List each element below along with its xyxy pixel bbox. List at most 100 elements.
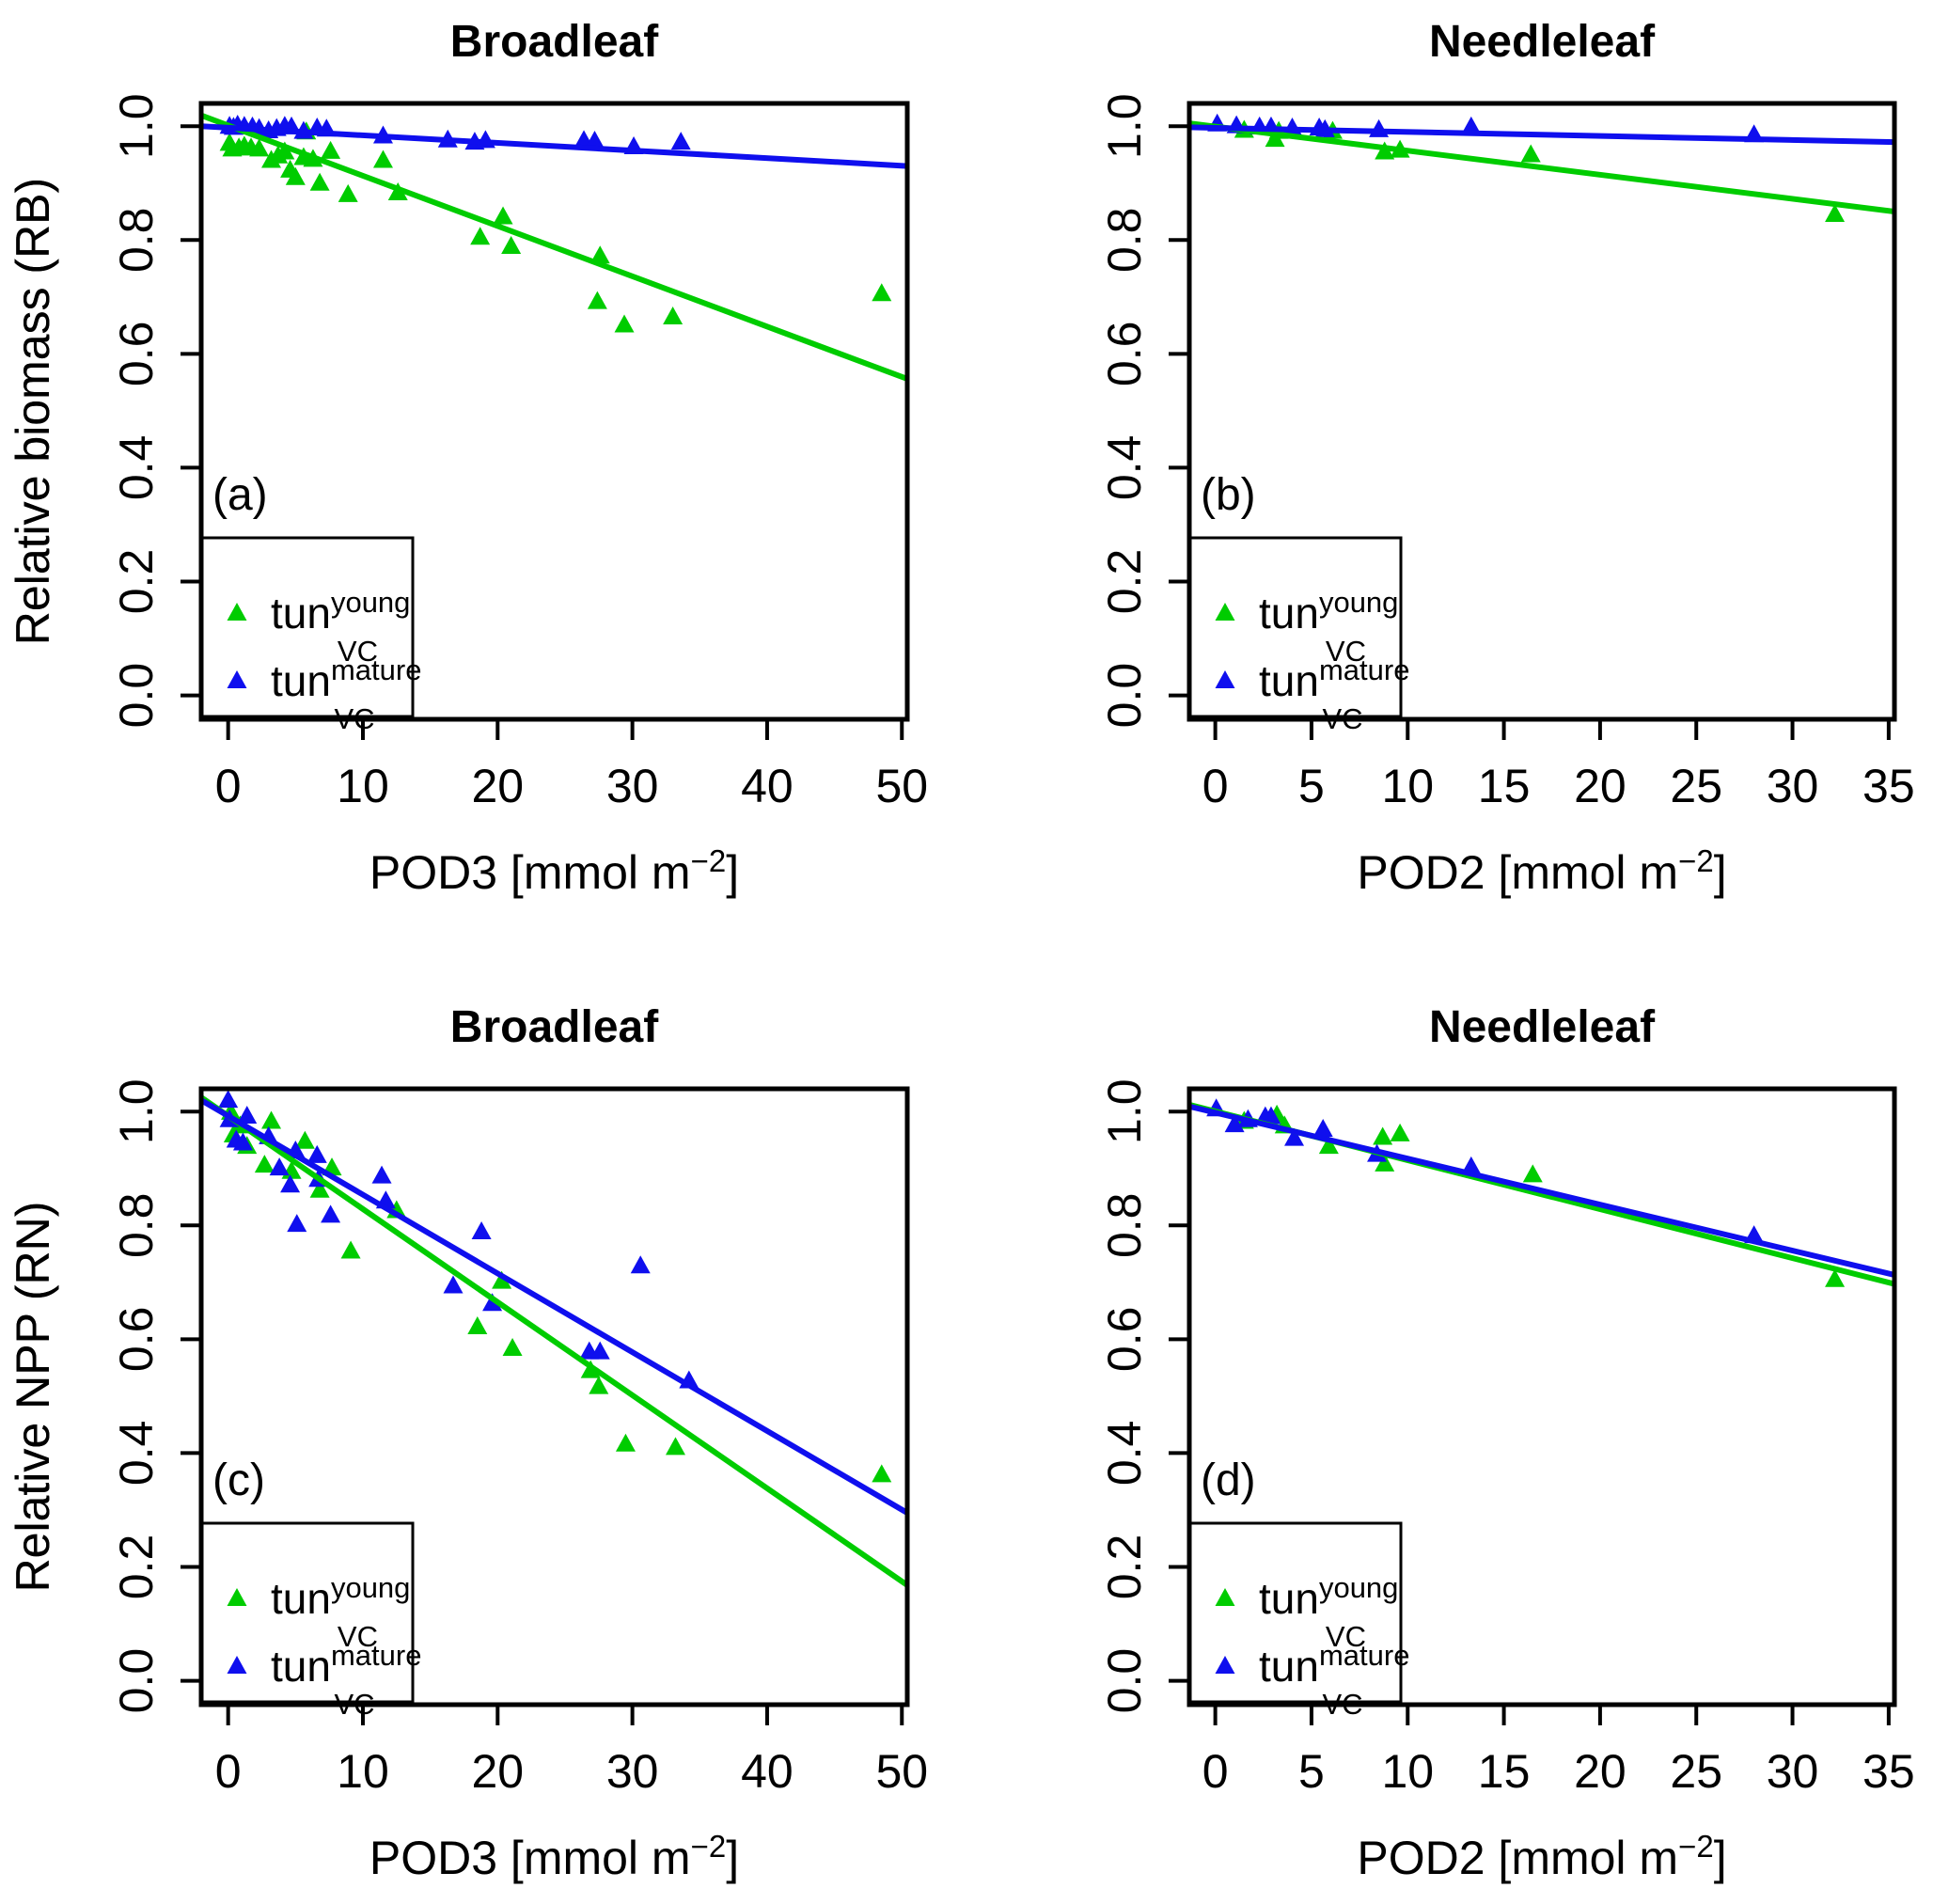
fit-line-blue	[201, 1097, 907, 1516]
data-point-triangle-icon	[1284, 1127, 1305, 1146]
panel-title: Broadleaf	[450, 1002, 659, 1052]
panel-b: Needleleaf 0 5 10 15 20 25 30 35 0.0 0.2 0.4 0.6 0.8 1…	[7, 17, 1915, 899]
data-point-triangle-icon	[287, 1214, 307, 1233]
legend-triangle-icon	[1215, 670, 1235, 688]
legend-triangle-icon	[1215, 1588, 1235, 1606]
x-tick-label: 15	[1478, 1745, 1531, 1798]
fit-line-green	[201, 1094, 907, 1588]
x-tick-label: 30	[606, 760, 659, 812]
data-point-triangle-icon	[665, 1437, 685, 1456]
data-point-triangle-icon	[614, 314, 635, 333]
data-point-triangle-icon	[1312, 1118, 1333, 1137]
data-point-triangle-icon	[872, 1464, 892, 1483]
panel-letter: (b)	[1201, 470, 1256, 520]
legend-triangle-icon	[227, 670, 247, 688]
x-tick-label: 0	[215, 1745, 242, 1798]
legend-triangle-icon	[227, 1656, 247, 1674]
data-point-triangle-icon	[492, 1270, 512, 1289]
y-tick-label: 0.0	[1098, 663, 1151, 729]
data-point-triangle-icon	[218, 1090, 239, 1109]
data-point-triangle-icon	[872, 283, 892, 302]
series-tun_VC_mature	[218, 1090, 699, 1389]
y-tick-label: 1.0	[110, 1078, 163, 1144]
y-tick-label: 0.2	[110, 549, 163, 615]
data-point-triangle-icon	[663, 307, 684, 325]
data-point-triangle-icon	[321, 1204, 341, 1223]
data-point-triangle-icon	[1373, 1126, 1393, 1145]
plot-box	[198, 1086, 910, 1707]
data-point-triangle-icon	[1522, 1164, 1543, 1183]
panel-a: Broadleaf 0 10 20 30 40 50 0.0 0.2 0.4 0.6 0.8 1.0 PO…	[7, 17, 928, 899]
x-tick-label: 20	[471, 760, 524, 812]
y-axis-label: Relative biomass (RB)	[7, 178, 59, 645]
x-axis-label: POD2 [mmol m−2]	[1357, 843, 1726, 899]
y-tick-label: 0.8	[1098, 208, 1151, 274]
data-point-triangle-icon	[1224, 1114, 1245, 1133]
data-point-triangle-icon	[249, 138, 270, 157]
x-tick-label: 20	[1574, 760, 1627, 812]
legend-triangle-icon	[1215, 1656, 1235, 1674]
x-tick-label: 30	[606, 1745, 659, 1798]
data-point-triangle-icon	[502, 1338, 523, 1357]
y-axis-label: Relative biomass (RB)	[7, 178, 59, 645]
y-tick-label: 1.0	[1098, 93, 1151, 159]
y-axis-label: Relative NPP (RN)	[7, 1202, 59, 1593]
panel-letter: (c)	[212, 1456, 265, 1505]
data-point-triangle-icon	[467, 1316, 488, 1335]
x-tick-label: 25	[1670, 1745, 1722, 1798]
data-point-triangle-icon	[587, 291, 607, 309]
x-tick-label: 30	[1767, 760, 1819, 812]
y-tick-label: 0.6	[1098, 322, 1151, 387]
data-point-triangle-icon	[232, 1132, 253, 1151]
panel-title: Needleleaf	[1429, 17, 1656, 67]
y-tick-label: 0.0	[1098, 1648, 1151, 1714]
data-point-triangle-icon	[471, 1220, 492, 1239]
data-point-triangle-icon	[470, 227, 491, 245]
fit-line-blue	[1189, 1103, 1894, 1278]
y-tick-label: 0.8	[110, 208, 163, 274]
x-tick-label: 40	[741, 1745, 794, 1798]
legend-triangle-icon	[1215, 603, 1235, 621]
data-point-triangle-icon	[306, 1144, 327, 1163]
x-tick-label: 25	[1670, 760, 1722, 812]
data-point-triangle-icon	[1461, 116, 1482, 134]
x-tick-label: 35	[1862, 1745, 1915, 1798]
x-tick-label: 0	[1202, 1745, 1229, 1798]
x-tick-label: 5	[1298, 1745, 1325, 1798]
y-tick-label: 0.4	[1098, 435, 1151, 501]
y-tick-label: 0.2	[1098, 549, 1151, 615]
legend-triangle-icon	[227, 1588, 247, 1606]
data-point-triangle-icon	[321, 140, 341, 159]
data-point-triangle-icon	[443, 1275, 464, 1294]
data-point-triangle-icon	[670, 132, 691, 150]
data-point-triangle-icon	[309, 172, 330, 191]
x-tick-label: 10	[1381, 760, 1434, 812]
y-tick-label: 0.4	[110, 435, 163, 501]
y-tick-label: 0.0	[110, 1648, 163, 1714]
fit-line-blue	[201, 123, 907, 169]
data-point-triangle-icon	[338, 183, 358, 202]
x-tick-label: 50	[875, 760, 928, 812]
data-point-triangle-icon	[371, 1165, 392, 1184]
x-axis-label: POD3 [mmol m−2]	[369, 1829, 739, 1884]
data-point-triangle-icon	[1375, 1153, 1395, 1172]
panel-title: Broadleaf	[450, 17, 659, 67]
x-tick-label: 20	[471, 1745, 524, 1798]
data-point-triangle-icon	[285, 166, 306, 185]
panel-letter: (d)	[1201, 1456, 1256, 1505]
data-point-triangle-icon	[615, 1433, 636, 1452]
y-tick-label: 1.0	[1098, 1078, 1151, 1144]
data-point-triangle-icon	[275, 141, 295, 160]
panel-letter: (a)	[212, 470, 268, 520]
x-axis-label: POD2 [mmol m−2]	[1357, 1829, 1726, 1884]
data-point-triangle-icon	[309, 1179, 330, 1198]
y-tick-label: 0.8	[110, 1193, 163, 1259]
y-axis-label: Relative NPP (RN)	[7, 1202, 59, 1593]
data-point-triangle-icon	[1369, 118, 1390, 137]
y-tick-label: 1.0	[110, 93, 163, 159]
data-point-triangle-icon	[584, 130, 605, 149]
x-tick-label: 15	[1478, 760, 1531, 812]
data-point-triangle-icon	[1520, 144, 1541, 163]
